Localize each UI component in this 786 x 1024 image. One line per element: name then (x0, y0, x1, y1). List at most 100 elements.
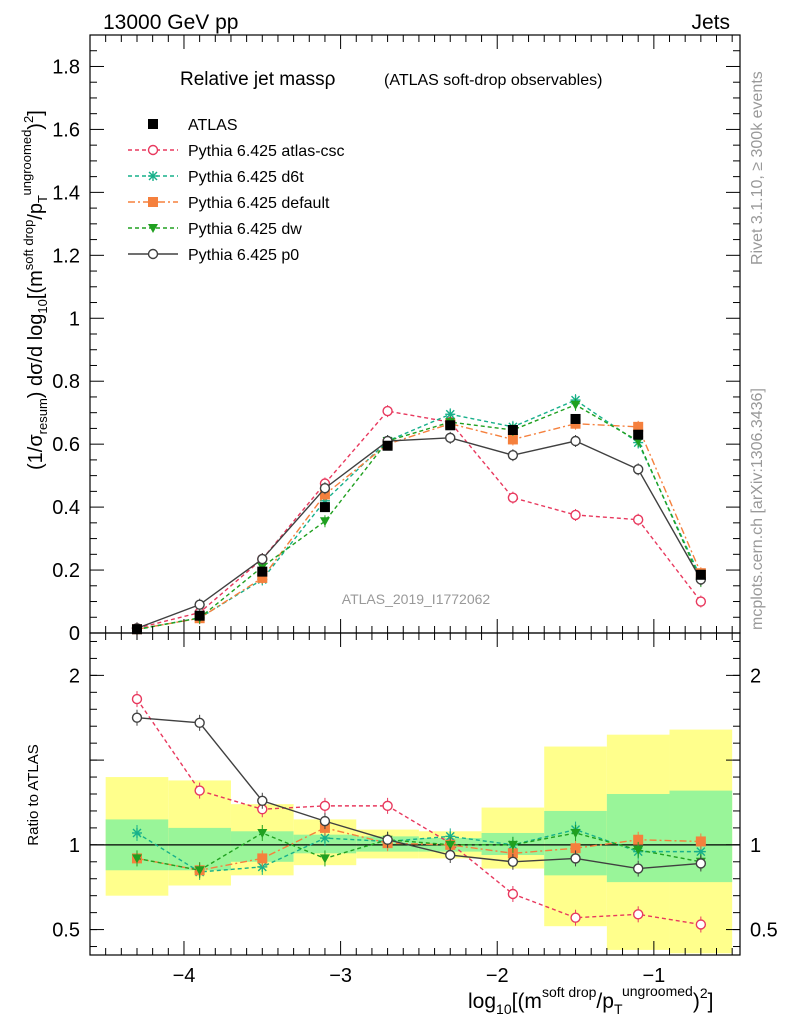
series-line-main (136, 404, 702, 631)
star-stroke (320, 833, 330, 843)
atlas-data-point (695, 569, 706, 580)
main-panel: 0 0.2 0.4 0.6 0.8 1 1.2 1.4 1.6 1.8 (52, 34, 741, 645)
ratio-point (445, 840, 456, 850)
data-point (507, 434, 518, 445)
ratio-point (257, 853, 268, 864)
legend-marker (147, 248, 159, 260)
series-line-main (136, 437, 702, 629)
ratio-point (632, 863, 644, 874)
atlas-data-point (507, 424, 518, 435)
legend-label: Pythia 6.425 atlas-csc (188, 143, 345, 160)
legend-entry: Pythia 6.425 d6t (128, 169, 304, 186)
y-axis-label-ratio: Ratio to ATLAS (25, 744, 42, 845)
ratio-point (131, 712, 143, 723)
legend-marker (148, 224, 158, 233)
ratio-point (319, 800, 331, 812)
ratio-point (382, 800, 393, 812)
data-point (194, 599, 205, 610)
ratio-y-tick-label: 2 (69, 665, 80, 687)
data-point (632, 514, 644, 525)
mcplots-label: mcplots.cern.ch [arXiv:1306.3436] (749, 388, 766, 630)
ratio-point (632, 909, 644, 920)
series-line-ratio (136, 698, 701, 926)
series-line-ratio (136, 717, 701, 870)
series-line-main (136, 422, 702, 630)
star-stroke (148, 171, 158, 181)
atlas-data-point (194, 610, 205, 621)
data-point (632, 464, 644, 475)
legend-entry: Pythia 6.425 default (128, 195, 330, 212)
ratio-y-tick-label-right: 2 (750, 665, 761, 687)
series-line-main (136, 410, 702, 629)
y-tick-label: 0.4 (52, 497, 80, 519)
legend-marker (148, 119, 158, 129)
data-point (257, 572, 268, 583)
legend: ATLAS Pythia 6.425 atlas-csc Pythia 6.425 … (128, 117, 345, 264)
ratio-y-tick-label: 1 (69, 835, 80, 857)
ratio-point (131, 693, 143, 705)
ratio-point (570, 853, 581, 864)
ratio-point (194, 866, 205, 876)
ratio-point (507, 848, 518, 859)
ratio-point (131, 854, 142, 864)
ratio-point (695, 919, 707, 930)
series-line-ratio (136, 828, 701, 873)
ratio-point (570, 912, 581, 923)
series-line-ratio (136, 827, 701, 871)
legend-marker (148, 197, 158, 207)
y-tick-label: 0.2 (52, 560, 80, 582)
legend-marker (147, 144, 159, 156)
ratio-y-tick-label-right: 1 (750, 835, 761, 857)
data-point (445, 432, 456, 444)
legend-entry: Pythia 6.425 p0 (128, 247, 299, 264)
y-tick-label: 0.8 (52, 371, 80, 393)
y-axis-label-main: (1/σresum) dσ/d log10[(msoft drop/pTungr… (19, 110, 50, 470)
legend-entry: Pythia 6.425 atlas-csc (128, 143, 345, 160)
atlas-data-point (445, 420, 456, 431)
data-point (570, 400, 581, 410)
legend-label: ATLAS (188, 117, 238, 134)
legend-marker (148, 171, 158, 181)
data-point (633, 421, 644, 432)
data-point (319, 483, 331, 494)
ratio-y-tick-label: 0.5 (52, 920, 80, 942)
data-point (507, 492, 519, 503)
atlas-data-point (570, 413, 581, 424)
legend-label: Pythia 6.425 d6t (188, 169, 304, 186)
ratio-point (131, 827, 142, 838)
ratio-point (319, 815, 331, 827)
atlas-data-point (319, 502, 330, 513)
x-tick-label: −2 (486, 965, 509, 987)
ratio-point (194, 717, 205, 729)
y-tick-label: 1.4 (52, 182, 80, 204)
x-tick-label: −4 (173, 965, 196, 987)
x-tick-label: −1 (642, 965, 665, 987)
ratio-point (257, 795, 268, 806)
ratio-point (382, 834, 393, 845)
y-tick-label: 0 (69, 623, 80, 645)
ratio-point (507, 888, 519, 900)
ratio-point (445, 849, 456, 861)
star-stroke (445, 409, 455, 419)
atlas-data-point (633, 429, 644, 440)
star-stroke (257, 862, 267, 872)
plot-title: Relative jet massρ (180, 69, 336, 90)
y-tick-label: 0.6 (52, 434, 80, 456)
y-tick-label: 1.6 (52, 119, 80, 141)
star-stroke (445, 831, 455, 841)
legend-entry: Pythia 6.425 dw (128, 221, 302, 238)
ratio-point (507, 856, 519, 867)
ratio-point (507, 840, 518, 850)
ratio-point (633, 834, 644, 845)
legend-label: Pythia 6.425 default (188, 195, 330, 212)
data-point (507, 449, 519, 461)
y-tick-label: 1.2 (52, 245, 80, 267)
data-point (570, 435, 581, 447)
ratio-panel: 0.5 0.5 1 1 2 2 (52, 632, 778, 956)
x-axis-label: log10[(msoft drop/pTungroomed)2] (468, 983, 713, 1017)
star-stroke (696, 847, 706, 857)
atlas-data-point (257, 566, 268, 577)
ratio-point (570, 843, 581, 854)
data-point (319, 489, 330, 500)
